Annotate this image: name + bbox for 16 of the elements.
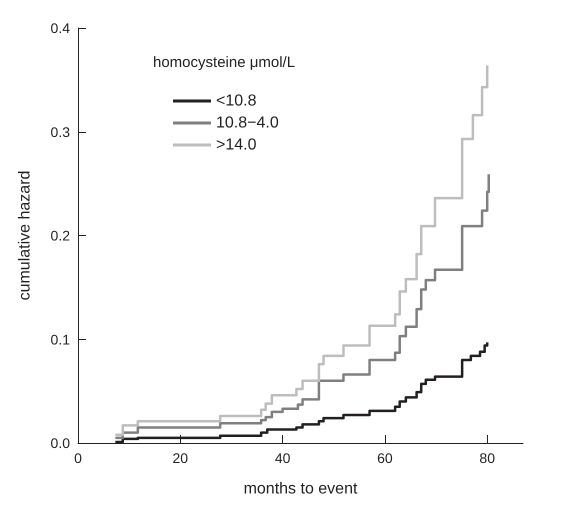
y-tick-label: 0.4	[50, 20, 70, 36]
y-tick-label: 0.0	[50, 435, 70, 451]
legend-title: homocysteine μmol/L	[153, 54, 296, 71]
x-tick-label: 40	[274, 450, 291, 466]
x-tick-label: 20	[172, 450, 188, 466]
legend-label: <10.8	[216, 92, 257, 110]
x-tick-label: 0	[74, 450, 82, 466]
x-tick-label: 80	[479, 450, 496, 466]
y-tick-label: 0.1	[50, 331, 70, 348]
legend-label: 10.8−4.0	[216, 114, 279, 132]
y-tick-label: 0.3	[50, 124, 70, 140]
y-axis-title: cumulative hazard	[16, 170, 34, 300]
legend-label: >14.0	[216, 136, 257, 154]
x-axis-title: months to event	[244, 480, 358, 498]
y-tick-label: 0.2	[50, 228, 70, 244]
x-tick-label: 60	[377, 450, 393, 466]
